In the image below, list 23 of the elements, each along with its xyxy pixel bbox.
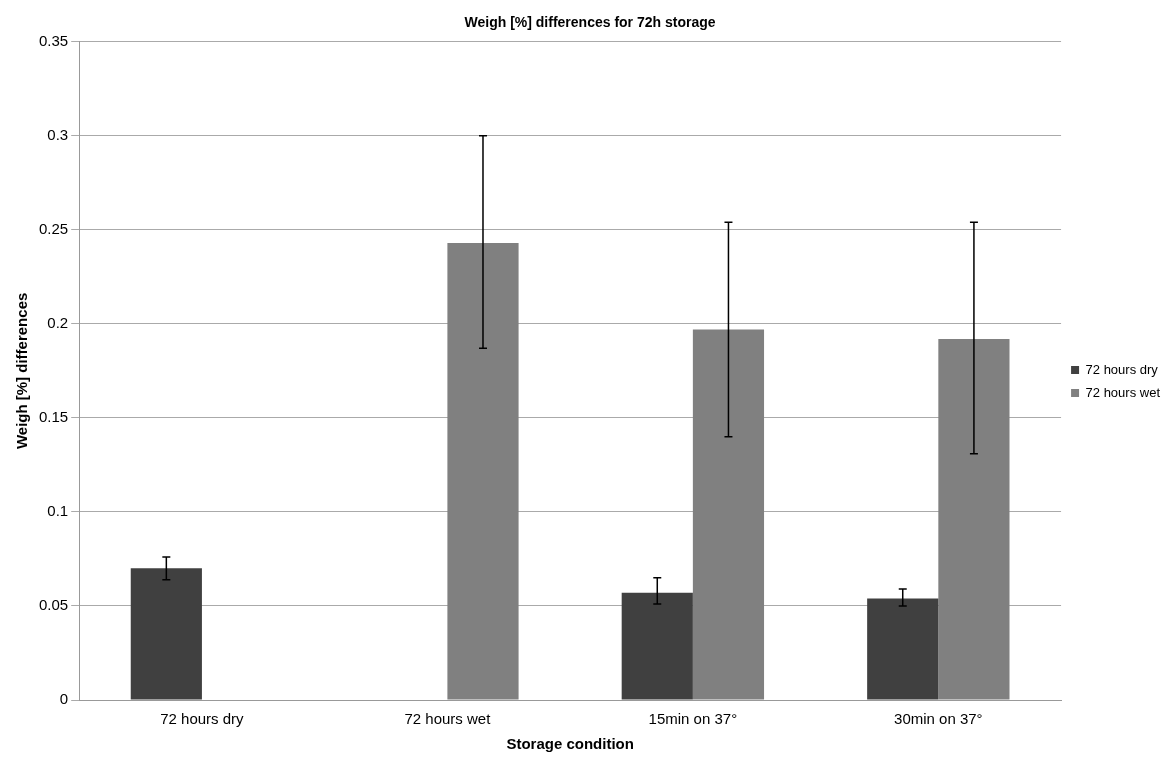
bar xyxy=(447,243,519,700)
y-tick-label: 0.25 xyxy=(38,220,69,237)
bar xyxy=(621,592,693,700)
x-axis-title: Storage condition xyxy=(506,735,634,753)
legend-label: 72 hours dry xyxy=(1085,361,1159,377)
y-tick-label: 0.2 xyxy=(47,314,69,332)
bar xyxy=(938,338,1010,700)
y-tick-label: 0.15 xyxy=(38,408,69,426)
x-tick-label: 15min on 37° xyxy=(648,710,738,728)
legend-label: 72 hours wet xyxy=(1085,384,1161,400)
y-tick-label: 0.35 xyxy=(38,31,69,49)
y-tick-label: 0.05 xyxy=(38,596,69,614)
bar xyxy=(867,598,939,700)
y-tick-label: 0.1 xyxy=(47,502,69,520)
x-tick-label: 30min on 37° xyxy=(894,710,983,728)
y-axis-title: Weigh [%] differences xyxy=(13,292,31,450)
bar xyxy=(130,568,202,700)
chart-title: Weigh [%] differences for 72h storage xyxy=(464,14,716,31)
x-tick-label: 72 hours dry xyxy=(160,710,245,728)
bar xyxy=(692,329,765,700)
x-tick-label: 72 hours wet xyxy=(404,710,492,728)
y-tick-label: 0 xyxy=(59,690,69,708)
y-tick-label: 0.3 xyxy=(47,125,69,143)
